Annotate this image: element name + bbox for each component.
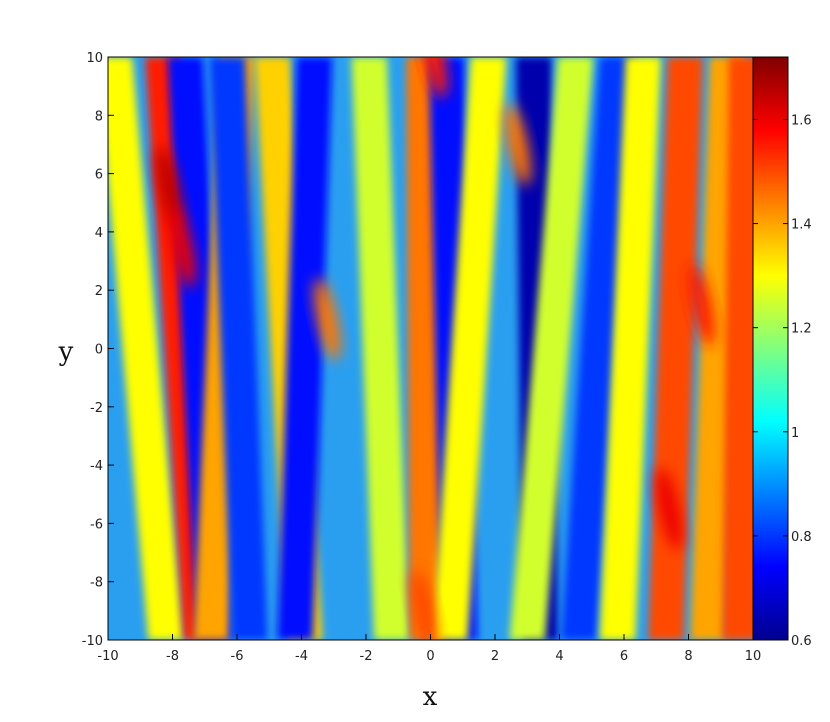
heatmap-hotspot-6 xyxy=(410,569,438,640)
x-axis: -10 -8 -6 -4 -2 0 2 4 6 8 10 xyxy=(97,634,761,664)
y-tick-label: 2 xyxy=(95,284,103,299)
heatmap-hotspot-8 xyxy=(504,103,531,186)
colorbar-tick-label: 1.4 xyxy=(791,218,812,233)
colorbar-tick-label: 0.6 xyxy=(791,634,812,649)
x-tick-label: -6 xyxy=(231,649,244,664)
heatmap-band-18 xyxy=(722,57,753,640)
heatmap-band-11 xyxy=(432,57,507,640)
y-tick-label: -8 xyxy=(90,576,103,591)
x-tick-label: 10 xyxy=(745,649,762,664)
heatmap-band-5 xyxy=(209,57,268,640)
x-axis-label: x xyxy=(423,682,438,712)
colorbar-tick-label: 0.8 xyxy=(791,530,812,545)
heatmap-hotspots xyxy=(156,57,715,640)
colorbar: 1.6 1.4 1.2 1 0.8 0.6 xyxy=(752,56,812,649)
colorbar-gradient xyxy=(753,57,788,640)
x-tick-label: 8 xyxy=(684,649,692,664)
x-tick-label: -4 xyxy=(295,649,308,664)
colorbar-ticks: 1.6 1.4 1.2 1 0.8 0.6 xyxy=(753,113,812,649)
heatmap-hotspot-3 xyxy=(314,278,341,361)
y-tick-label: -2 xyxy=(90,401,103,416)
y-axis-label: y xyxy=(58,337,74,367)
heatmap-band-14 xyxy=(561,57,636,640)
heatmap-bands xyxy=(108,57,753,640)
heatmap-band-15 xyxy=(599,57,662,640)
colorbar-tick-label: 1.2 xyxy=(791,322,812,337)
y-tick-label: -6 xyxy=(90,517,103,532)
colorbar-tick-label: 1.6 xyxy=(791,113,812,128)
y-tick-label: 6 xyxy=(95,168,103,183)
y-tick-label: -10 xyxy=(82,634,103,649)
x-tick-label: -10 xyxy=(97,649,118,664)
heatmap-hotspot-2 xyxy=(169,205,196,288)
heatmap-hotspot-4 xyxy=(656,467,683,550)
x-tick-label: 0 xyxy=(426,649,434,664)
y-tick-label: -4 xyxy=(90,459,103,474)
y-tick-label: 10 xyxy=(86,51,103,66)
colorbar-frame xyxy=(752,56,789,641)
x-tick-label: -2 xyxy=(360,649,373,664)
y-tick-label: 4 xyxy=(95,226,103,241)
x-tick-label: 6 xyxy=(620,649,628,664)
heatmap-hotspot-5 xyxy=(688,263,715,346)
x-tick-label: 4 xyxy=(555,649,563,664)
x-tick-label: -8 xyxy=(166,649,179,664)
plot-area xyxy=(107,56,754,641)
heatmap-band-13 xyxy=(509,57,594,640)
y-tick-label: 0 xyxy=(95,343,103,358)
y-axis: 10 8 6 4 2 0 -2 -4 -6 -8 -10 xyxy=(82,51,114,649)
heatmap-hotspot-7 xyxy=(420,57,447,99)
heatmap-band-7 xyxy=(277,57,333,640)
y-tick-label: 8 xyxy=(95,109,103,124)
colorbar-tick-label: 1 xyxy=(791,426,799,441)
x-tick-label: 2 xyxy=(491,649,499,664)
heatmap-band-8 xyxy=(351,57,410,640)
heatmap-band-1 xyxy=(108,57,184,640)
